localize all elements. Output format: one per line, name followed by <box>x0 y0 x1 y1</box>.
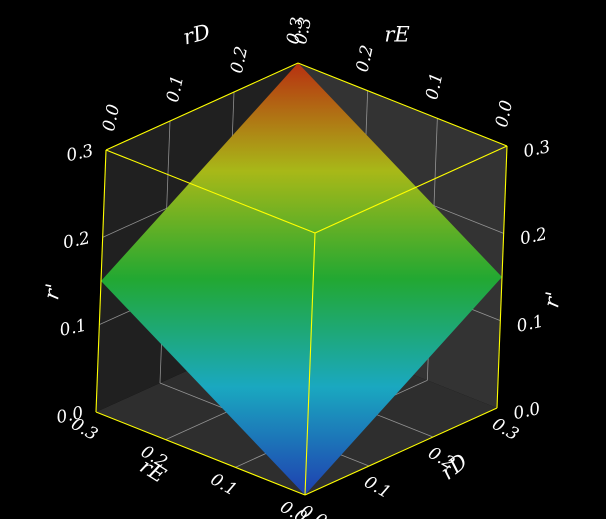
tick-label-re-bottom: 0.1 <box>207 469 240 500</box>
box-edge <box>304 407 498 496</box>
tick-label-re-top: 0.1 <box>422 71 447 102</box>
box-edge <box>95 411 306 496</box>
tick-label-r-left: 0.3 <box>65 141 96 166</box>
box-edge <box>105 149 316 234</box>
surface-patch <box>101 63 502 495</box>
surface-layer <box>101 63 502 495</box>
tick-label-re-top: 0.0 <box>492 98 517 129</box>
axis-title-re-top: rE <box>384 23 409 47</box>
tick-label-rd-top: 0.2 <box>227 45 252 76</box>
tick-label-rd-top: 0.0 <box>99 102 124 133</box>
axis-title-r-right: r' <box>539 289 566 309</box>
box-edge <box>496 145 508 409</box>
tick-label-r-right: 0.1 <box>515 312 546 337</box>
tick-label-r-right: 0.0 <box>512 399 543 424</box>
tick-label-re-bottom: 0.0 <box>277 497 311 519</box>
tick-label-r-left: 0.1 <box>58 316 89 341</box>
box-edge <box>95 149 107 413</box>
axis-title-r-left: r' <box>39 281 66 301</box>
tick-label-re-top: 0.2 <box>353 43 378 74</box>
box-edge <box>105 62 299 151</box>
box-edge <box>314 145 508 234</box>
tick-label-rd-bottom: 0.1 <box>361 472 394 503</box>
axis-title-rd-top: rD <box>181 20 213 50</box>
tick-label-r-left: 0.2 <box>61 228 92 253</box>
tick-label-rd-top: 0.1 <box>163 74 188 105</box>
box-edges <box>95 62 508 496</box>
box-edge <box>297 62 508 147</box>
tick-label-r-right: 0.2 <box>518 224 549 249</box>
box-edge <box>304 232 316 496</box>
tick-label-r-right: 0.3 <box>522 137 553 162</box>
